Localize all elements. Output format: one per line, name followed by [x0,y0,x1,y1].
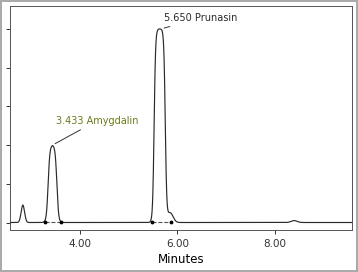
Text: 5.650 Prunasin: 5.650 Prunasin [164,13,238,28]
Text: 3.433 Amygdalin: 3.433 Amygdalin [55,116,139,144]
X-axis label: Minutes: Minutes [158,254,204,267]
